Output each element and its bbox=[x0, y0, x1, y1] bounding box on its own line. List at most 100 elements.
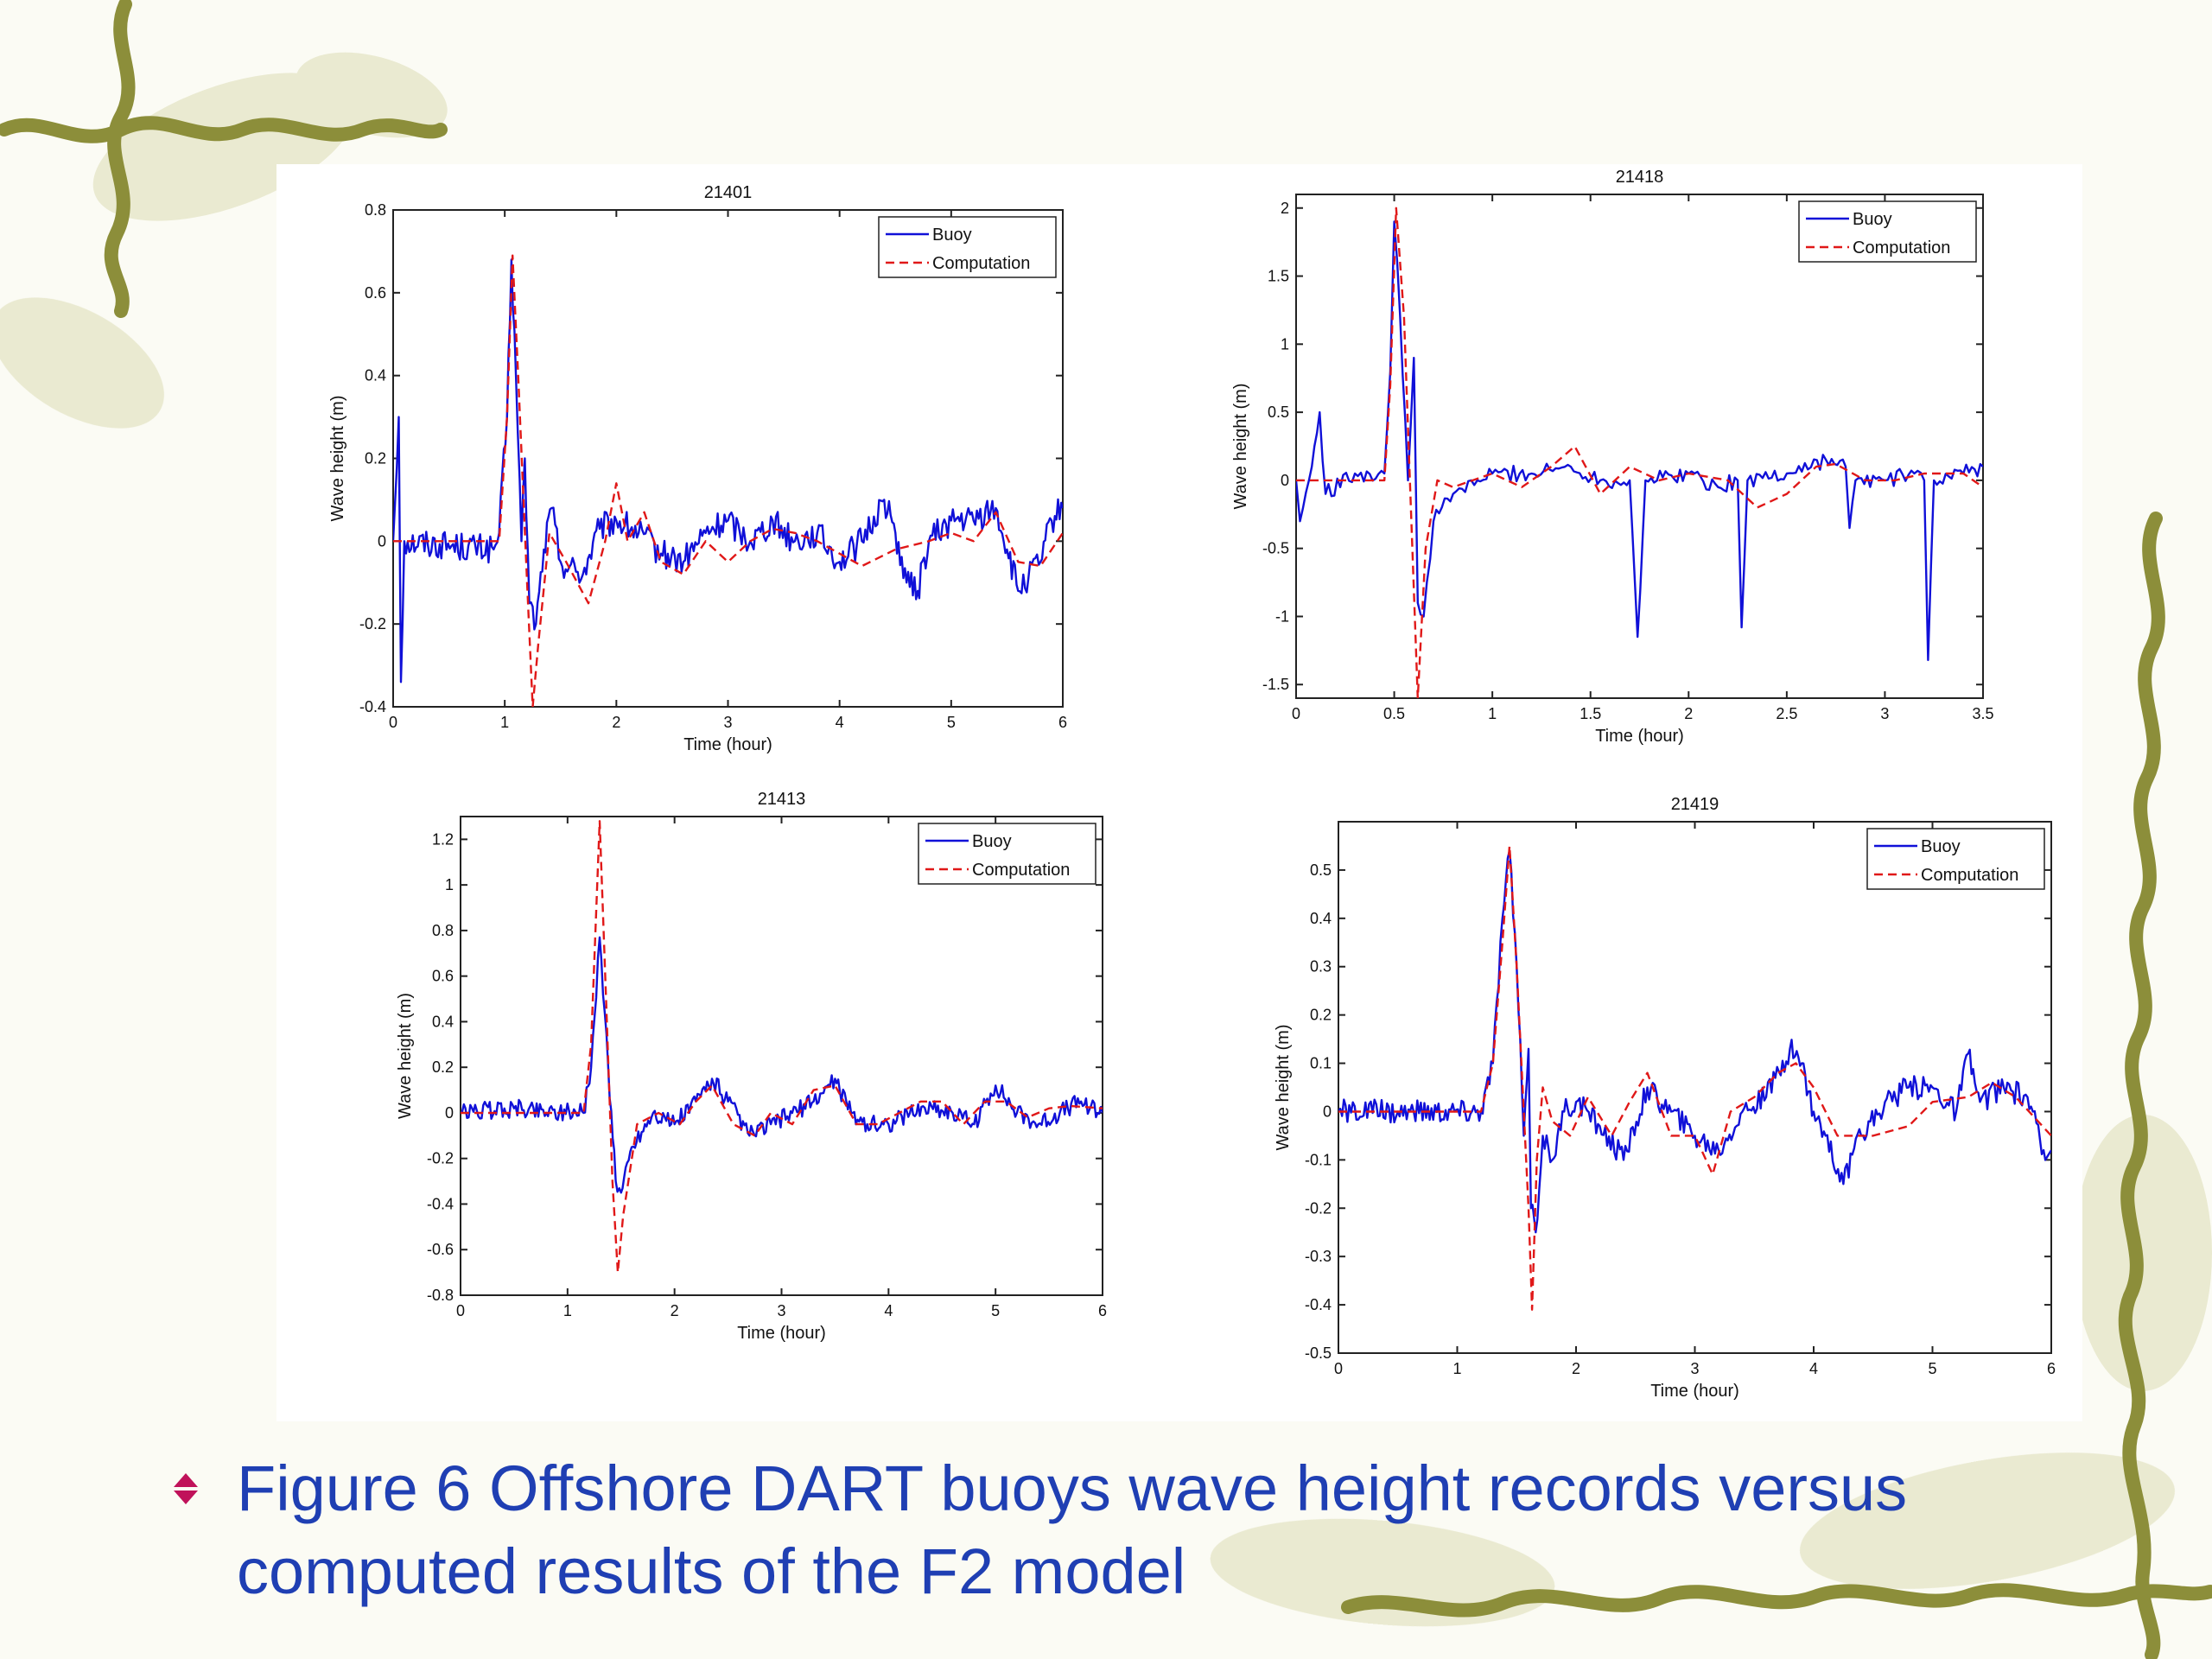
x-tick-label: 5 bbox=[947, 714, 956, 731]
legend-label-buoy: Buoy bbox=[932, 226, 972, 245]
y-axis-label: Wave height (m) bbox=[1231, 384, 1250, 510]
legend-box bbox=[918, 823, 1096, 885]
x-tick-label: 3.5 bbox=[1972, 705, 1993, 722]
plot-title: 21419 bbox=[1671, 795, 1719, 814]
legend-label-computation: Computation bbox=[1853, 238, 1950, 257]
y-tick-label: 0 bbox=[445, 1104, 454, 1122]
series-line-buoy bbox=[393, 258, 1063, 683]
y-tick-label: 0.6 bbox=[432, 968, 454, 985]
x-tick-label: 2 bbox=[1572, 1360, 1580, 1377]
legend-box bbox=[878, 216, 1057, 278]
y-tick-label: 0.5 bbox=[1268, 404, 1289, 421]
legend: Buoy Computation bbox=[1866, 828, 2045, 890]
y-tick-label: -0.5 bbox=[1305, 1344, 1332, 1362]
y-tick-label: -0.1 bbox=[1305, 1151, 1332, 1168]
y-tick-label: 1 bbox=[445, 876, 454, 893]
y-tick-label: -0.2 bbox=[359, 615, 386, 632]
legend: Buoy Computation bbox=[878, 216, 1057, 278]
y-tick-label: 1.5 bbox=[1268, 268, 1289, 285]
y-tick-label: 1 bbox=[1281, 335, 1289, 353]
legend-label-buoy: Buoy bbox=[1853, 210, 1892, 229]
x-tick-label: 3 bbox=[723, 714, 732, 731]
y-tick-label: 0.1 bbox=[1310, 1055, 1332, 1072]
y-tick-label: 0.4 bbox=[432, 1013, 454, 1030]
y-tick-label: 0 bbox=[378, 532, 386, 550]
x-tick-label: 0.5 bbox=[1383, 705, 1405, 722]
y-tick-label: 0 bbox=[1281, 472, 1289, 489]
y-tick-label: -1.5 bbox=[1262, 676, 1289, 693]
figure-caption: Figure 6 Offshore DART buoys wave height… bbox=[173, 1447, 2177, 1613]
y-tick-label: 0.6 bbox=[365, 284, 386, 302]
subplot-21419: 0 1 2 3 4 5 6 -0.5 -0.4 -0.3 -0.2 -0.1 0 0.1 0.2 0.3 0.4… bbox=[1274, 795, 2056, 1401]
y-tick-label: 0 bbox=[1323, 1103, 1332, 1120]
y-tick-label: -0.6 bbox=[427, 1241, 454, 1258]
y-tick-label: -0.2 bbox=[427, 1150, 454, 1167]
y-tick-label: 1.2 bbox=[432, 830, 454, 848]
y-tick-label: 0.3 bbox=[1310, 958, 1332, 976]
x-tick-label: 5 bbox=[1928, 1360, 1936, 1377]
y-tick-label: 0.5 bbox=[1310, 861, 1332, 879]
x-axis-label: Time (hour) bbox=[1595, 727, 1684, 746]
x-tick-label: 6 bbox=[1098, 1302, 1107, 1319]
y-tick-label: -0.2 bbox=[1305, 1199, 1332, 1217]
series-line-computation bbox=[461, 820, 1103, 1274]
y-tick-label: -0.4 bbox=[359, 698, 386, 715]
bullet-up-triangle bbox=[174, 1473, 198, 1487]
diamond-bullet-icon bbox=[173, 1473, 199, 1516]
y-tick-label: 0.4 bbox=[1310, 910, 1332, 927]
x-tick-label: 0 bbox=[1292, 705, 1300, 722]
y-axis-label: Wave height (m) bbox=[328, 396, 347, 522]
vine-top-left-icon bbox=[0, 0, 448, 318]
y-axis-label: Wave height (m) bbox=[1274, 1025, 1293, 1151]
legend-label-buoy: Buoy bbox=[1921, 837, 1961, 856]
x-tick-label: 3 bbox=[1880, 705, 1889, 722]
y-tick-label: -1 bbox=[1275, 607, 1289, 625]
y-tick-label: 0.2 bbox=[1310, 1007, 1332, 1024]
x-tick-label: 2 bbox=[1684, 705, 1693, 722]
x-tick-label: 1.5 bbox=[1580, 705, 1601, 722]
x-tick-label: 3 bbox=[777, 1302, 785, 1319]
y-tick-label: -0.4 bbox=[427, 1195, 454, 1212]
x-tick-label: 0 bbox=[1334, 1360, 1343, 1377]
subplots-group: 0 1 2 3 4 5 6 -0.4 -0.2 0 0.2 0.4 0.6 0.8 21401 Time (h… bbox=[328, 168, 2056, 1401]
y-tick-label: -0.5 bbox=[1262, 540, 1289, 557]
y-tick-label: 0.2 bbox=[365, 450, 386, 467]
x-tick-label: 0 bbox=[389, 714, 397, 731]
legend-label-computation: Computation bbox=[972, 861, 1070, 880]
plot-title: 21418 bbox=[1616, 168, 1664, 187]
x-tick-label: 0 bbox=[456, 1302, 465, 1319]
plot-title: 21413 bbox=[758, 790, 806, 809]
x-tick-label: 1 bbox=[1488, 705, 1497, 722]
series-line-buoy bbox=[1338, 849, 2051, 1234]
y-tick-label: 0.8 bbox=[365, 201, 386, 219]
x-axis-label: Time (hour) bbox=[737, 1324, 826, 1343]
x-tick-label: 6 bbox=[2047, 1360, 2056, 1377]
series-line-computation bbox=[1338, 844, 2051, 1311]
x-tick-label: 4 bbox=[836, 714, 844, 731]
vine-right-edge-icon bbox=[1341, 512, 2212, 1659]
y-tick-label: -0.3 bbox=[1305, 1248, 1332, 1265]
y-tick-label: -0.8 bbox=[427, 1287, 454, 1304]
x-tick-label: 1 bbox=[500, 714, 509, 731]
plot-title: 21401 bbox=[704, 183, 753, 202]
bullet-down-triangle bbox=[174, 1491, 198, 1504]
subplot-21418: 0 0.5 1 1.5 2 2.5 3 3.5 -1.5 -1 -0.5 0 0.5 1 1.5 2 21418… bbox=[1231, 168, 1994, 746]
y-tick-label: 0.8 bbox=[432, 922, 454, 939]
legend-label-buoy: Buoy bbox=[972, 832, 1012, 851]
leaf-watermark-top-left bbox=[0, 52, 448, 429]
legend-box bbox=[1798, 200, 1977, 263]
x-tick-label: 2.5 bbox=[1776, 705, 1797, 722]
subplot-21401: 0 1 2 3 4 5 6 -0.4 -0.2 0 0.2 0.4 0.6 0.8 21401 Time (h… bbox=[328, 183, 1067, 754]
y-tick-label: 0.2 bbox=[432, 1058, 454, 1076]
plot-frame bbox=[392, 209, 1064, 708]
y-tick-label: 0.4 bbox=[365, 367, 386, 385]
series-line-buoy bbox=[461, 936, 1103, 1194]
plot-frame bbox=[1338, 821, 2052, 1354]
x-axis-label: Time (hour) bbox=[683, 735, 772, 754]
plot-frame bbox=[1295, 194, 1984, 699]
caption-text: Figure 6 Offshore DART buoys wave height… bbox=[237, 1452, 1908, 1607]
y-tick-label: 2 bbox=[1281, 200, 1289, 217]
legend: Buoy Computation bbox=[918, 823, 1096, 885]
